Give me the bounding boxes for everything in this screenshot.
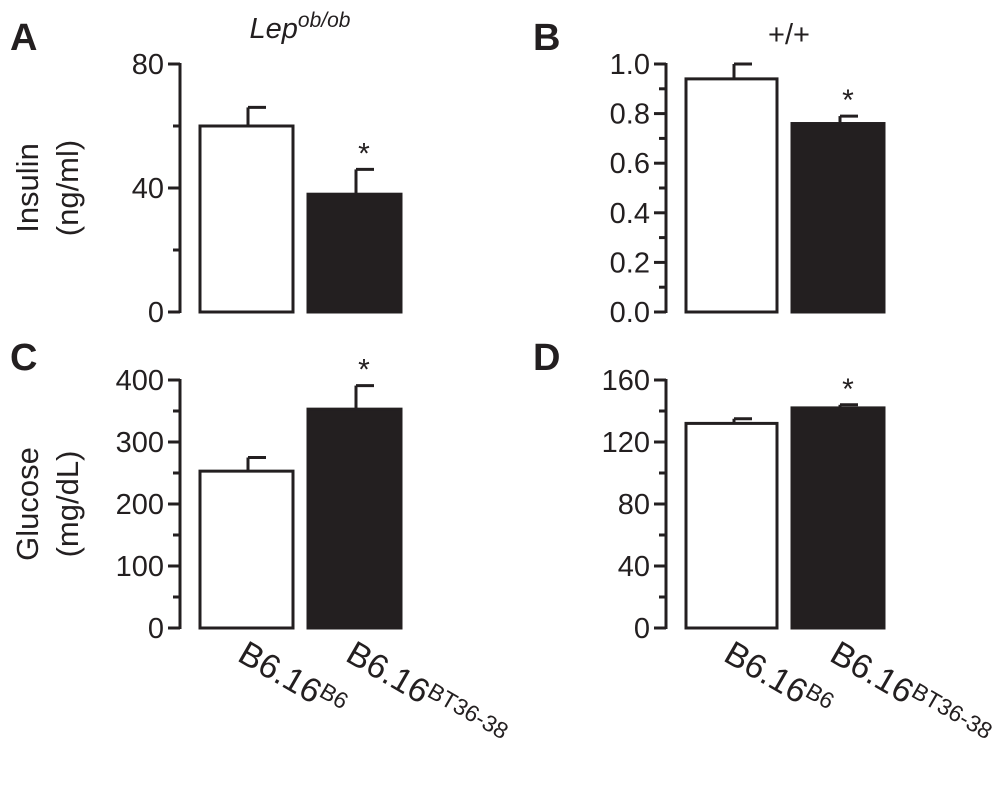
y-tick-label: 200	[116, 489, 164, 521]
y-tick-label: 1.0	[610, 49, 650, 81]
y-axis-label-units: (ng/ml)	[50, 140, 85, 236]
bar-bt36-38	[306, 192, 403, 314]
bar-b6	[198, 469, 295, 630]
y-tick-label: 0	[148, 297, 164, 329]
y-axis-label-units: (mg/dL)	[50, 451, 85, 558]
y-tick-label: 0.8	[610, 99, 650, 131]
panel-b: B +/+ 0.0 0.2 0.4 0.6 0.8 1.0 *	[533, 17, 886, 329]
panel-letter: C	[10, 337, 37, 379]
bar-bt36-38	[790, 406, 886, 630]
y-tick-label: 300	[116, 427, 164, 459]
significance-marker: *	[358, 137, 370, 170]
significance-marker: *	[842, 84, 854, 117]
chart-title: +/+	[768, 19, 810, 51]
y-tick-label: 0.0	[610, 297, 650, 329]
panel-letter: D	[533, 337, 560, 379]
x-category-label: B6.16BT36-38	[824, 633, 996, 755]
bar-bt36-38	[790, 122, 886, 314]
y-tick-label: 0.2	[610, 247, 650, 279]
y-tick-label: 160	[602, 365, 650, 397]
significance-marker: *	[358, 354, 370, 387]
y-tick-label: 80	[132, 49, 164, 81]
y-axis-label: Insulin	[10, 143, 45, 233]
panel-c: C Glucose (mg/dL) 0 100 200 300 400 * B6.16B6B6.1…	[10, 337, 513, 755]
y-tick-label: 120	[602, 427, 650, 459]
chart-title: Lepob/ob	[250, 9, 351, 45]
y-tick-label: 0.4	[610, 198, 650, 230]
y-tick-label: 100	[116, 551, 164, 583]
x-category-label: B6.16BT36-38	[340, 633, 513, 755]
bar-b6	[198, 124, 295, 314]
y-tick-label: 0	[634, 613, 650, 645]
x-category-label: B6.16B6	[232, 633, 353, 725]
y-tick-label: 40	[618, 551, 650, 583]
bar-b6	[684, 421, 779, 630]
bar-b6	[684, 77, 779, 314]
bar-bt36-38	[306, 407, 403, 630]
panel-letter: A	[10, 17, 37, 59]
y-tick-label: 40	[132, 173, 164, 205]
panel-a: A Lepob/ob Insulin (ng/ml) 0 40 80 *	[10, 9, 403, 329]
x-category-label: B6.16B6	[718, 633, 839, 725]
y-tick-label: 0.6	[610, 148, 650, 180]
significance-marker: *	[842, 373, 854, 406]
y-axis-label: Glucose	[10, 447, 45, 561]
y-tick-label: 0	[148, 613, 164, 645]
y-tick-label: 80	[618, 489, 650, 521]
panel-letter: B	[533, 17, 560, 59]
y-tick-label: 400	[116, 365, 164, 397]
